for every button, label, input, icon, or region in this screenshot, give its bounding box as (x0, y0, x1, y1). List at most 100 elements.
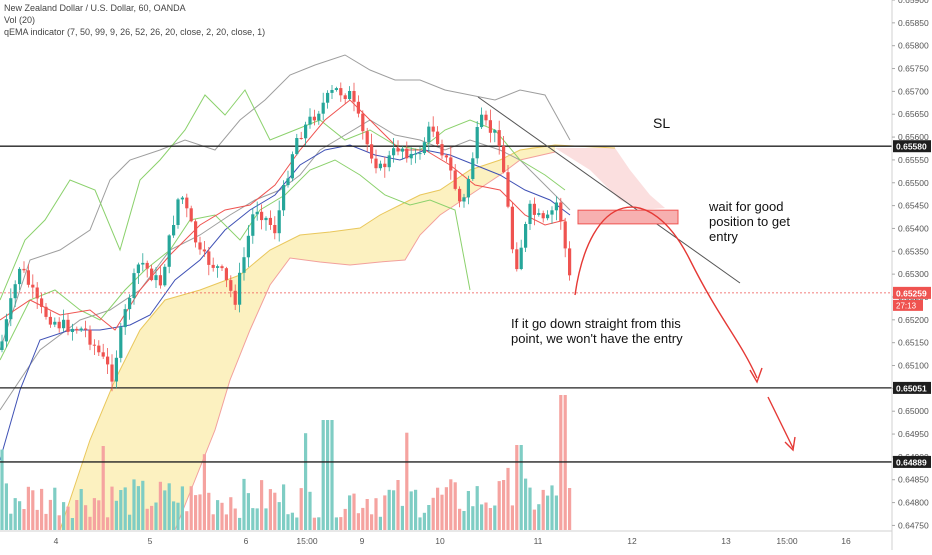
candle (216, 264, 220, 278)
candle (268, 210, 272, 230)
candle-body (136, 264, 140, 274)
candle-body (84, 328, 88, 330)
current-price-tag (893, 286, 931, 299)
candle (172, 215, 176, 238)
candle-body (66, 319, 70, 332)
horizontal-levels (0, 145, 892, 463)
volume-bar (497, 481, 501, 530)
candle-body (273, 225, 277, 234)
trendline (477, 96, 741, 284)
volume-bar (326, 420, 330, 530)
volume-bar (180, 486, 184, 530)
candle-body (13, 284, 17, 299)
candle (559, 197, 563, 230)
price-tick-label: 0.65450 (898, 201, 929, 211)
candle-body (449, 157, 453, 171)
candle-body (242, 257, 246, 273)
candle (233, 284, 237, 310)
price-tick-label: 0.64800 (898, 498, 929, 508)
volume-bar (44, 513, 48, 530)
candle (229, 275, 233, 298)
volume-bar (13, 498, 17, 530)
candle-body (383, 163, 387, 168)
candle (128, 294, 132, 320)
price-tick-label: 0.65850 (898, 18, 929, 28)
candle-body (563, 221, 567, 249)
candle-body (26, 270, 30, 285)
candle-body (365, 131, 369, 145)
volume-bar (541, 489, 545, 530)
volume-bar (339, 517, 343, 530)
entry-text-line-1: If it go down straight from this (511, 316, 681, 331)
candle (40, 293, 44, 314)
candle-body (264, 217, 268, 221)
candle (348, 86, 352, 101)
volume-bar (154, 502, 158, 530)
level-price-label: 0.64889 (896, 457, 927, 467)
volume-bar (444, 487, 448, 530)
volume-bar (194, 495, 198, 530)
volume-bar (110, 486, 114, 530)
volume-bar (268, 489, 272, 530)
candle-body (233, 290, 237, 305)
candle (295, 133, 299, 156)
price-tick-label: 0.65400 (898, 223, 929, 233)
candle-body (299, 138, 303, 139)
volume-bar (308, 491, 312, 530)
volume-bar (145, 508, 149, 530)
price-tick-label: 0.65550 (898, 155, 929, 165)
volume-bar (246, 493, 250, 530)
candle (48, 311, 52, 328)
volume-bar (502, 480, 506, 530)
current-price-label: 0.65259 (896, 288, 927, 298)
candle-body (519, 247, 523, 269)
candle (502, 136, 506, 174)
wait-text-line-2: position to get (709, 214, 790, 229)
candle (493, 129, 497, 143)
candle-body (158, 275, 162, 286)
candle-body (282, 185, 286, 211)
candle (330, 85, 334, 99)
candle (334, 86, 338, 92)
projection-segment-2 (767, 396, 794, 449)
candle (462, 193, 466, 208)
time-tick-label: 9 (360, 536, 365, 546)
candle-body (550, 210, 554, 215)
time-tick-label: 15:00 (776, 536, 798, 546)
future-cloud (555, 148, 665, 210)
candle (400, 146, 404, 160)
candle-body (431, 126, 435, 132)
volume-bar (251, 508, 255, 530)
price-tick-label: 0.65600 (898, 132, 929, 142)
volume-bar (361, 507, 365, 530)
candle (352, 82, 356, 112)
volume-bar (414, 489, 418, 530)
time-tick-label: 4 (54, 536, 59, 546)
candle-body (229, 280, 233, 291)
candle-body (396, 148, 400, 152)
volume-bar (277, 502, 281, 530)
projection-arrowhead-2 (784, 436, 796, 452)
volume-bar (370, 514, 374, 530)
level-price-tag (893, 455, 931, 468)
candle-body (123, 309, 127, 328)
candle (66, 314, 70, 336)
candle (158, 265, 162, 289)
candle-body (176, 199, 180, 225)
price-tick-label: 0.65100 (898, 361, 929, 371)
volume-bar (422, 512, 426, 530)
volume-bar (185, 511, 189, 530)
candle (106, 348, 110, 374)
volume-bar (136, 486, 140, 530)
candle (273, 216, 277, 240)
volume-bar (88, 516, 92, 530)
candle-body (211, 264, 215, 268)
price-tick-label: 0.65800 (898, 41, 929, 51)
indicator-line-4 (0, 89, 566, 301)
volume-bar (79, 489, 83, 530)
candle (361, 110, 365, 140)
candle (101, 343, 105, 359)
volume-bar (458, 508, 462, 530)
volume-bar (378, 516, 382, 530)
